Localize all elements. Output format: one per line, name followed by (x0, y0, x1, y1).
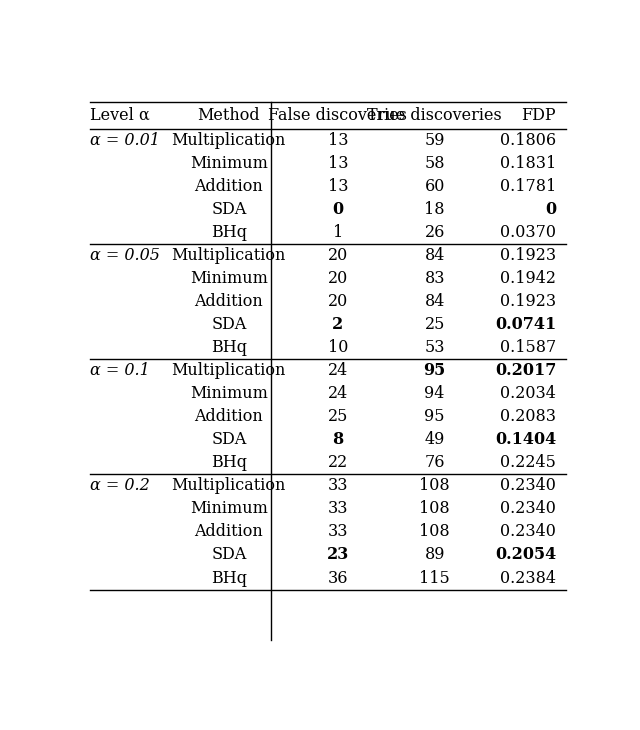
Text: α = 0.05: α = 0.05 (90, 247, 160, 264)
Text: 95: 95 (424, 408, 445, 425)
Text: 24: 24 (328, 362, 348, 379)
Text: 10: 10 (328, 339, 348, 356)
Text: α = 0.01: α = 0.01 (90, 131, 160, 149)
Text: 0.1781: 0.1781 (500, 177, 556, 195)
Text: 33: 33 (328, 477, 348, 494)
Text: 95: 95 (424, 362, 446, 379)
Text: α = 0.2: α = 0.2 (90, 477, 150, 494)
Text: 49: 49 (424, 431, 445, 448)
Text: 0.1404: 0.1404 (495, 431, 556, 448)
Text: 84: 84 (424, 247, 445, 264)
Text: 13: 13 (328, 177, 348, 195)
Text: FDP: FDP (522, 107, 556, 123)
Text: Addition: Addition (195, 177, 263, 195)
Text: 20: 20 (328, 293, 348, 310)
Text: Minimum: Minimum (190, 155, 268, 172)
Text: Addition: Addition (195, 408, 263, 425)
Text: 0.2017: 0.2017 (495, 362, 556, 379)
Text: Addition: Addition (195, 293, 263, 310)
Text: 94: 94 (424, 385, 445, 402)
Text: 0.1923: 0.1923 (500, 247, 556, 264)
Text: BHq: BHq (211, 224, 247, 241)
Text: 0.1831: 0.1831 (500, 155, 556, 172)
Text: α = 0.1: α = 0.1 (90, 362, 150, 379)
Text: Level α: Level α (90, 107, 150, 123)
Text: 0.1942: 0.1942 (500, 270, 556, 287)
Text: Multiplication: Multiplication (172, 131, 286, 149)
Text: BHq: BHq (211, 569, 247, 586)
Text: 0: 0 (332, 201, 344, 218)
Text: Minimum: Minimum (190, 270, 268, 287)
Text: Multiplication: Multiplication (172, 477, 286, 494)
Text: 59: 59 (424, 131, 445, 149)
Text: 1: 1 (333, 224, 343, 241)
Text: SDA: SDA (211, 201, 246, 218)
Text: 0.2384: 0.2384 (500, 569, 556, 586)
Text: 13: 13 (328, 155, 348, 172)
Text: 0.1587: 0.1587 (500, 339, 556, 356)
Text: 0.2054: 0.2054 (495, 547, 556, 564)
Text: 20: 20 (328, 270, 348, 287)
Text: 58: 58 (424, 155, 445, 172)
Text: 53: 53 (424, 339, 445, 356)
Text: 115: 115 (419, 569, 450, 586)
Text: Addition: Addition (195, 523, 263, 540)
Text: 8: 8 (332, 431, 344, 448)
Text: BHq: BHq (211, 339, 247, 356)
Text: 0.1806: 0.1806 (500, 131, 556, 149)
Text: 0.0370: 0.0370 (500, 224, 556, 241)
Text: SDA: SDA (211, 316, 246, 333)
Text: 25: 25 (328, 408, 348, 425)
Text: 60: 60 (424, 177, 445, 195)
Text: 0.2340: 0.2340 (500, 500, 556, 518)
Text: 23: 23 (327, 547, 349, 564)
Text: 0.2083: 0.2083 (500, 408, 556, 425)
Text: 0.1923: 0.1923 (500, 293, 556, 310)
Text: False discoveries: False discoveries (268, 107, 408, 123)
Text: 13: 13 (328, 131, 348, 149)
Text: Multiplication: Multiplication (172, 247, 286, 264)
Text: True discoveries: True discoveries (367, 107, 502, 123)
Text: 108: 108 (419, 523, 450, 540)
Text: Minimum: Minimum (190, 385, 268, 402)
Text: 83: 83 (424, 270, 445, 287)
Text: 36: 36 (328, 569, 348, 586)
Text: 24: 24 (328, 385, 348, 402)
Text: 108: 108 (419, 500, 450, 518)
Text: 0.2340: 0.2340 (500, 523, 556, 540)
Text: BHq: BHq (211, 454, 247, 472)
Text: 76: 76 (424, 454, 445, 472)
Text: 0.0741: 0.0741 (495, 316, 556, 333)
Text: 25: 25 (424, 316, 445, 333)
Text: 108: 108 (419, 477, 450, 494)
Text: 89: 89 (424, 547, 445, 564)
Text: Minimum: Minimum (190, 500, 268, 518)
Text: 20: 20 (328, 247, 348, 264)
Text: 0.2034: 0.2034 (500, 385, 556, 402)
Text: 2: 2 (332, 316, 344, 333)
Text: SDA: SDA (211, 547, 246, 564)
Text: Method: Method (198, 107, 260, 123)
Text: 26: 26 (424, 224, 445, 241)
Text: Multiplication: Multiplication (172, 362, 286, 379)
Text: 0: 0 (545, 201, 556, 218)
Text: 0.2245: 0.2245 (500, 454, 556, 472)
Text: SDA: SDA (211, 431, 246, 448)
Text: 0.2340: 0.2340 (500, 477, 556, 494)
Text: 33: 33 (328, 500, 348, 518)
Text: 22: 22 (328, 454, 348, 472)
Text: 18: 18 (424, 201, 445, 218)
Text: 33: 33 (328, 523, 348, 540)
Text: 84: 84 (424, 293, 445, 310)
